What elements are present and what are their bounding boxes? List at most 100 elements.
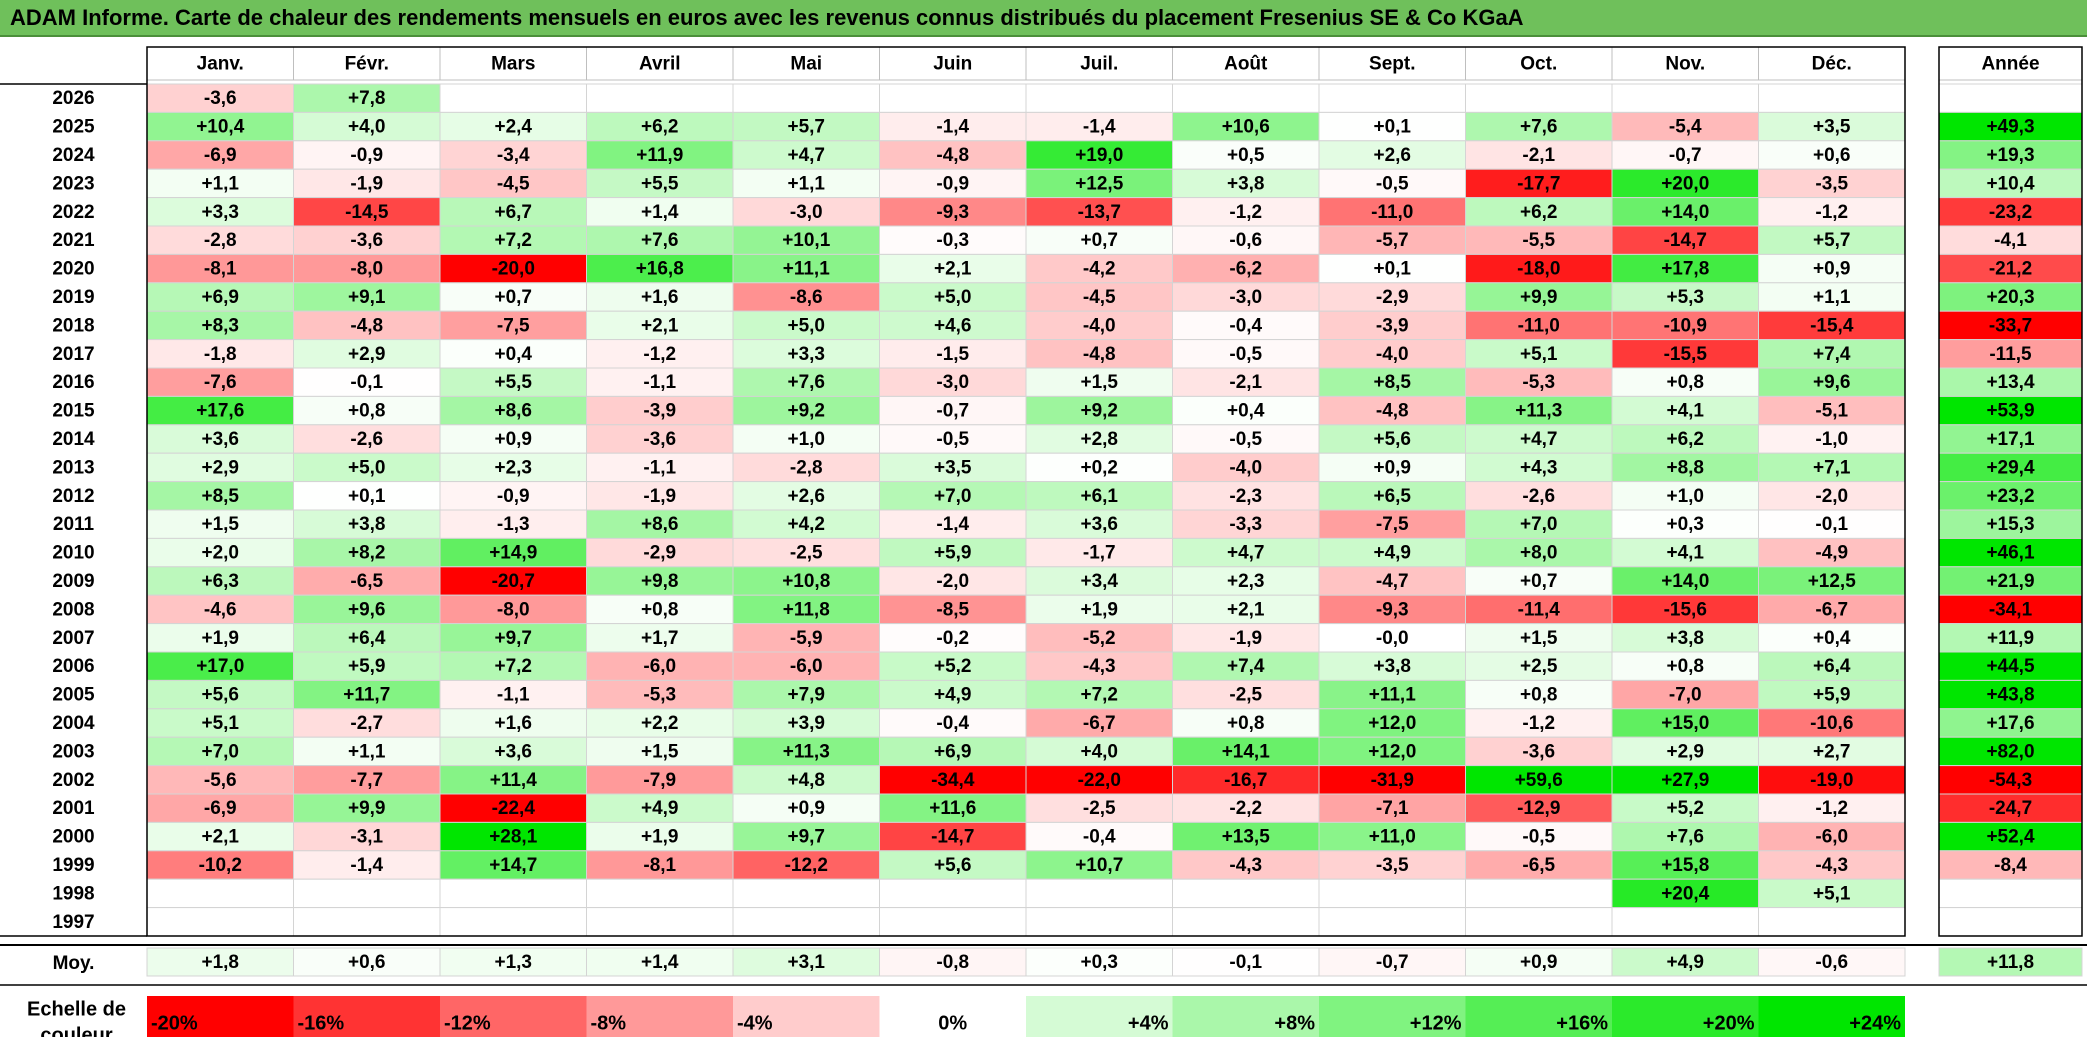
annual-cell [1938,736,2083,767]
year-label: 2025 [52,117,95,138]
cell-value: -1,3 [497,514,530,535]
scale-swatch [1612,996,1759,1037]
cell-value: +8,6 [494,401,532,422]
heatmap-cell [293,395,441,426]
heatmap-cell [1758,140,1906,170]
cell-value: -4,9 [1815,543,1848,564]
heatmap-cell [293,821,441,852]
month-header: Avril [639,54,681,75]
cell-value: +2,9 [348,344,386,365]
cell-value: +4,1 [1666,401,1704,422]
cell-value: -3,5 [1815,173,1848,194]
annual-value: -23,2 [1989,202,2032,223]
annual-cell [1938,395,2083,426]
scale-swatch [1758,996,1905,1037]
annual-cell [1938,481,2083,511]
average-value: +0,3 [1080,952,1118,973]
heatmap-cell [293,83,441,113]
cell-value: +3,3 [201,202,239,223]
cell-value: +6,3 [201,571,239,592]
cell-value: -5,4 [1669,117,1702,138]
cell-value: +0,9 [494,429,532,450]
cell-value: +5,1 [1813,883,1851,904]
cell-value: -0,4 [936,713,969,734]
year-label: 2017 [52,344,94,365]
heatmap-cell [586,140,734,170]
scale-swatch [879,996,1026,1037]
cell-value: +1,5 [1520,628,1558,649]
heatmap-cell [146,197,294,227]
scale-step-label: +20% [1703,1012,1755,1034]
cell-value: +12,0 [1368,713,1416,734]
cell-value: -0,1 [350,372,383,393]
cell-value: +1,7 [641,628,679,649]
cell-value: -0,2 [936,628,969,649]
heatmap-cell [1465,83,1613,113]
scale-step-label: -8% [591,1012,627,1034]
year-label: 2008 [52,599,94,620]
cell-value: -0,4 [1083,827,1116,848]
month-header-cell [1465,46,1613,81]
cell-value: +9,1 [348,287,386,308]
heatmap-cell [879,623,1027,653]
cell-value: +3,6 [1080,514,1118,535]
cell-value: -4,8 [936,145,969,166]
cell-value: -4,5 [1083,287,1116,308]
cell-value: +7,8 [348,88,386,109]
cell-value: +1,4 [641,202,679,223]
cell-value: -2,2 [1229,798,1262,819]
year-label: 2023 [52,173,94,194]
cell-value: +1,0 [787,429,825,450]
heatmap-cell [732,339,880,369]
cell-value: +2,1 [641,315,679,336]
annual-cell [1938,168,2083,199]
heatmap-cell [1318,168,1466,199]
cell-value: -3,6 [204,88,237,109]
year-label: 2021 [52,230,95,251]
heatmap-cell [439,282,587,312]
annual-value: -54,3 [1989,770,2032,791]
heatmap-cell [586,850,734,880]
heatmap-cell [732,197,880,227]
heatmap-cell [1611,651,1759,681]
cell-value: +3,8 [1227,173,1265,194]
heatmap-cell [1172,367,1320,397]
annual-cell [1938,424,2083,454]
scale-step-label: +16% [1556,1012,1608,1034]
heatmap-cell [732,594,880,625]
heatmap-cell [1318,793,1466,823]
annual-value: +43,8 [1986,685,2034,706]
cell-value: -7,7 [350,770,383,791]
heatmap-cell [879,481,1027,511]
heatmap-cell [1611,395,1759,426]
year-label: 2019 [52,287,94,308]
cell-value: -7,6 [204,372,237,393]
heatmap-cell [439,481,587,511]
cell-value: +17,0 [196,656,244,677]
average-value: -0,1 [1229,952,1262,973]
cell-value: +8,6 [641,514,679,535]
cell-value: +6,7 [494,202,532,223]
cell-value: +5,9 [348,656,386,677]
cell-value: -4,6 [204,599,237,620]
cell-value: -5,3 [1522,372,1555,393]
cell-value: +0,8 [641,599,679,620]
heatmap-cell [1611,566,1759,596]
month-header: Oct. [1520,54,1557,75]
year-label: 1997 [52,912,94,933]
annual-value: +17,6 [1986,713,2034,734]
cell-value: +5,0 [934,287,972,308]
cell-value: -4,0 [1229,457,1262,478]
cell-value: +12,0 [1368,741,1416,762]
month-header: Juil. [1080,54,1118,75]
cell-value: +19,0 [1075,145,1123,166]
average-cell [1611,947,1759,977]
heatmap-cell [879,736,1027,767]
heatmap-cell [586,424,734,454]
cell-value: -4,2 [1083,259,1116,280]
cell-value: -4,8 [350,315,383,336]
scale-step-label: +12% [1410,1012,1462,1034]
heatmap-cell [1758,509,1906,539]
heatmap-cell [586,736,734,767]
cell-value: -4,8 [1083,344,1116,365]
